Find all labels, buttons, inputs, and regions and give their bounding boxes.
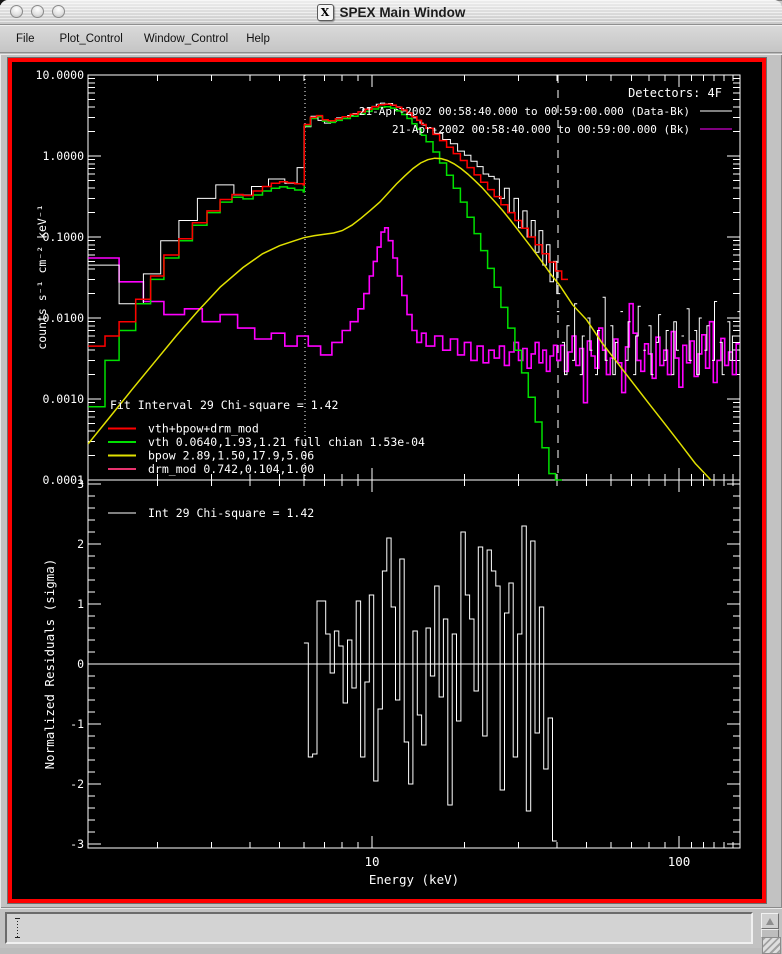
svg-text:0: 0 [77, 657, 84, 671]
title-bar: X SPEX Main Window [0, 0, 782, 25]
window-title: SPEX Main Window [339, 5, 466, 20]
menu-help[interactable]: Help [246, 32, 270, 45]
series-background-bk-high [556, 302, 740, 404]
svg-text:-1: -1 [70, 717, 84, 731]
svg-text:0.0001: 0.0001 [42, 473, 84, 487]
svg-text:Int 29 Chi-square = 1.42: Int 29 Chi-square = 1.42 [148, 506, 314, 520]
series-residuals [303, 525, 557, 842]
menu-bar: File Plot_Control Window_Control Help [0, 25, 782, 53]
resize-grip[interactable] [762, 937, 781, 954]
svg-text:bpow 2.89,1.50,17.9,5.06: bpow 2.89,1.50,17.9,5.06 [148, 449, 314, 463]
legend: Detectors: 4F 21-Apr-2002 00:58:40.000 to… [359, 86, 732, 136]
svg-text:vth 0.0640,1.93,1.21 full chi: vth 0.0640,1.93,1.21 full chian 1.53e-04 [148, 435, 425, 449]
spectral-plot: 10.0000 1.0000 0.1000 0.0100 0.0010 0.0001 -3 -… [35, 68, 741, 887]
svg-text:10: 10 [364, 854, 379, 869]
command-input[interactable] [5, 912, 753, 944]
series-data-minus-bk-high [556, 296, 740, 376]
plot-frame: 10.0000 1.0000 0.1000 0.0100 0.0010 0.0001 -3 -… [0, 54, 782, 908]
svg-text:counts s⁻¹ cm⁻² keV⁻¹: counts s⁻¹ cm⁻² keV⁻¹ [35, 204, 49, 349]
x11-icon: X [316, 4, 334, 21]
svg-text:1.0000: 1.0000 [42, 149, 84, 163]
svg-text:0.0100: 0.0100 [42, 311, 84, 325]
menu-plot-control[interactable]: Plot_Control [59, 32, 123, 45]
axes: 10.0000 1.0000 0.1000 0.0100 0.0010 0.0001 -3 -… [35, 68, 741, 887]
svg-text:0.0010: 0.0010 [42, 392, 84, 406]
svg-text:drm_mod 0.742,0.104,1.00: drm_mod 0.742,0.104,1.00 [148, 462, 314, 476]
series-model-total [88, 103, 568, 347]
svg-text:0.1000: 0.1000 [42, 230, 84, 244]
text-cursor [14, 918, 21, 938]
series-data-minus-bk [88, 102, 561, 305]
series-background-bk [88, 227, 561, 373]
residual-legend: Int 29 Chi-square = 1.42 [108, 506, 314, 520]
zoom-button[interactable] [52, 5, 65, 18]
fit-legend: Fit Interval 29 Chi-square = 1.42 vth+bpo… [108, 398, 425, 476]
menu-window-control[interactable]: Window_Control [143, 32, 229, 45]
svg-text:Energy (keV): Energy (keV) [369, 872, 459, 887]
svg-text:3: 3 [77, 477, 84, 491]
svg-text:10.0000: 10.0000 [36, 68, 85, 82]
svg-text:vth+bpow+drm_mod: vth+bpow+drm_mod [148, 422, 259, 436]
svg-text:Normalized Residuals (sigma): Normalized Residuals (sigma) [42, 559, 57, 770]
plot-canvas: 10.0000 1.0000 0.1000 0.0100 0.0010 0.0001 -3 -… [8, 58, 766, 903]
svg-text:100: 100 [668, 854, 691, 869]
menu-file[interactable]: File [16, 32, 35, 45]
close-button[interactable] [10, 5, 23, 18]
svg-text:-2: -2 [70, 777, 84, 791]
svg-text:Detectors: 4F: Detectors: 4F [628, 86, 722, 100]
up-arrow-icon [766, 917, 774, 925]
command-bar [0, 908, 782, 954]
series-bpow [87, 157, 712, 481]
minimize-button[interactable] [31, 5, 44, 18]
svg-text:21-Apr-2002 00:58:40.000 to 00: 21-Apr-2002 00:58:40.000 to 00:59:00.000… [392, 123, 690, 136]
scroll-up-button[interactable] [761, 913, 779, 929]
window-controls [10, 5, 65, 18]
svg-text:1: 1 [77, 597, 84, 611]
svg-text:-3: -3 [70, 837, 84, 851]
svg-text:Fit Interval 29 Chi-square =: Fit Interval 29 Chi-square = 1.42 [110, 398, 338, 412]
svg-text:2: 2 [77, 537, 84, 551]
svg-text:21-Apr-2002 00:58:40.000 to 00: 21-Apr-2002 00:58:40.000 to 00:59:00.000… [359, 105, 690, 118]
